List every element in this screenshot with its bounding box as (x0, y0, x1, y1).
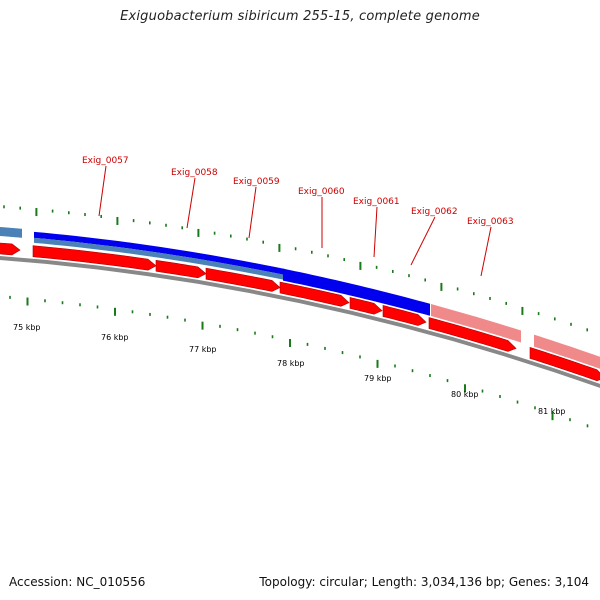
cds-arrow (279, 281, 350, 307)
match-segment (34, 231, 160, 253)
cds-arrow (428, 317, 517, 352)
match-segment (34, 237, 160, 258)
gene-label: Exig_0057 (82, 156, 129, 166)
gene-label: Exig_0062 (411, 207, 458, 217)
gene-label: Exig_0060 (298, 187, 345, 197)
gene-label: Exig_0063 (467, 217, 514, 227)
gene-leader-line (98, 165, 107, 217)
match-segment (353, 284, 430, 316)
cds-arrow (349, 297, 383, 315)
gene-leader-line (410, 216, 436, 266)
gene-label: Exig_0061 (353, 197, 400, 207)
genome-summary: Topology: circular; Length: 3,034,136 bp… (259, 575, 589, 589)
match-segment (431, 304, 521, 343)
match-segment (160, 252, 285, 281)
gene-labels: Exig_0057 Exig_0058 Exig_0059 Exig_0060 Exig… (82, 156, 514, 277)
match-segment (160, 246, 285, 276)
match-track (0, 227, 600, 369)
cds-arrow (382, 305, 427, 326)
gene-label: Exig_0058 (171, 168, 218, 178)
match-segment (283, 268, 353, 297)
scale-label: 76 kbp (101, 333, 129, 342)
cds-track (0, 242, 600, 382)
cds-arrow (155, 259, 207, 279)
cds-arrow (205, 267, 281, 292)
gene-leader-line (186, 177, 196, 229)
scale-label: 75 kbp (13, 323, 41, 332)
scale-label: 81 kbp (538, 407, 566, 416)
scale-labels: 75 kbp 76 kbp 77 kbp 78 kbp 79 kbp 80 kbp 81 k… (13, 323, 566, 416)
map-title: Exiguobacterium sibiricum 255-15, comple… (120, 9, 480, 24)
accession-label: Accession: NC_010556 (9, 575, 146, 589)
gene-leader-line (373, 206, 378, 258)
gene-leader-line (248, 186, 257, 239)
outer-tick-track (3, 205, 589, 332)
gene-leader-line (480, 226, 492, 277)
match-segment-left (0, 227, 22, 238)
match-segment (534, 334, 600, 369)
scale-label: 78 kbp (277, 359, 305, 368)
scale-label: 77 kbp (189, 345, 217, 354)
scale-tick-track (9, 295, 589, 428)
scale-label: 80 kbp (451, 390, 479, 399)
cds-arrow (529, 346, 600, 382)
cds-arrow (32, 245, 157, 271)
cds-arrow (0, 242, 21, 256)
scale-label: 79 kbp (364, 374, 392, 383)
gene-label: Exig_0059 (233, 177, 280, 187)
